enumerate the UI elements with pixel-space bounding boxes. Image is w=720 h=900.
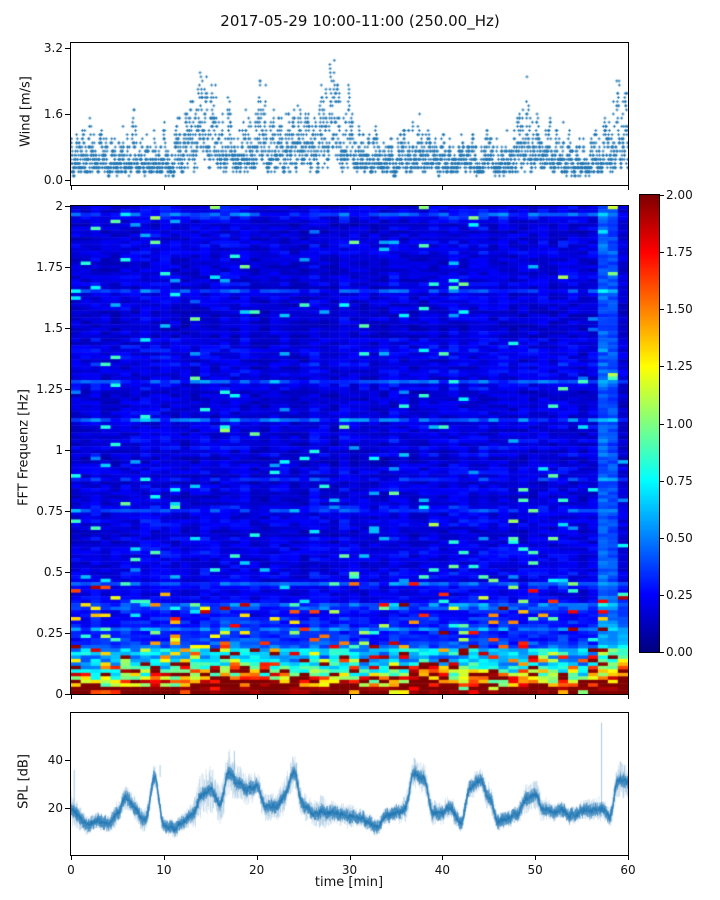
x-tick	[163, 186, 165, 190]
x-tick	[256, 856, 258, 860]
y-tick-label: 1.25	[36, 382, 63, 396]
colorbar-canvas	[640, 195, 659, 652]
x-tick-label: 40	[434, 863, 450, 877]
y-tick	[65, 389, 70, 390]
y-tick-label: 1.5	[43, 321, 63, 335]
colorbar-tick-label: 0.00	[666, 645, 693, 659]
colorbar-tick	[660, 594, 664, 596]
x-tick	[442, 695, 444, 699]
x-tick-label: 60	[620, 863, 636, 877]
x-tick	[535, 186, 537, 190]
x-axis-label: time [min]	[314, 875, 384, 890]
x-tick	[71, 186, 72, 190]
y-tick-label: 40	[47, 753, 63, 768]
x-tick-label: 20	[249, 863, 265, 877]
x-tick	[442, 856, 444, 860]
spl-line-canvas	[71, 713, 628, 855]
colorbar-tick-label: 0.50	[666, 530, 693, 545]
wind-scatter-canvas	[71, 43, 628, 185]
y-tick-label: 0.5	[43, 565, 63, 579]
x-tick	[535, 695, 537, 699]
x-tick	[71, 695, 72, 699]
figure-title: 2017-05-29 10:00-11:00 (250.00_Hz)	[220, 12, 500, 30]
y-tick-label: 0	[55, 687, 63, 701]
y-tick	[65, 328, 70, 329]
y-tick-label: 1	[55, 443, 63, 457]
x-tick	[535, 856, 537, 860]
spectrogram-canvas	[71, 206, 628, 694]
x-tick	[163, 856, 165, 860]
spectrogram-panel	[70, 205, 629, 695]
colorbar-tick-label: 0.75	[666, 473, 693, 488]
x-tick	[628, 856, 629, 860]
y-tick-label: 0.0	[43, 173, 63, 188]
x-tick	[628, 186, 629, 190]
colorbar-tick-label: 2.00	[666, 188, 693, 202]
wind-scatter-panel	[70, 42, 629, 186]
y-tick-label: 1.6	[43, 107, 63, 121]
y-tick	[65, 206, 70, 207]
x-tick	[256, 186, 258, 190]
spl-y-axis-label: SPL [dB]	[16, 754, 32, 809]
y-tick	[65, 807, 70, 809]
x-tick-label: 0	[67, 863, 75, 877]
colorbar-tick-label: 1.00	[666, 416, 693, 431]
x-tick	[163, 695, 165, 699]
x-tick	[349, 186, 351, 190]
x-tick	[71, 856, 72, 860]
colorbar-tick	[660, 195, 664, 196]
colorbar-tick-label: 1.50	[666, 302, 693, 317]
y-tick-label: 1.75	[36, 260, 63, 274]
y-tick	[65, 572, 70, 573]
y-tick	[65, 47, 70, 49]
y-tick	[65, 450, 70, 451]
spl-panel	[70, 712, 629, 856]
y-tick-label: 3.2	[43, 40, 63, 55]
y-tick	[65, 760, 70, 762]
x-tick-label: 10	[156, 863, 172, 877]
x-tick	[442, 186, 444, 190]
colorbar-tick	[660, 423, 664, 425]
colorbar-tick	[660, 480, 664, 482]
x-tick	[349, 856, 351, 860]
x-tick	[628, 695, 629, 699]
y-tick	[65, 267, 70, 268]
x-tick	[349, 695, 351, 699]
y-tick	[65, 114, 70, 115]
colorbar-tick-label: 1.25	[666, 359, 693, 374]
colorbar-tick-label: 0.25	[666, 587, 693, 602]
x-tick-label: 30	[341, 863, 358, 877]
colorbar-tick-label: 1.75	[666, 245, 693, 260]
colorbar-tick	[660, 652, 664, 653]
colorbar-tick	[660, 537, 664, 539]
y-tick-label: 0.75	[36, 504, 63, 518]
y-tick	[65, 633, 70, 634]
colorbar-tick	[660, 309, 664, 311]
y-tick	[65, 180, 70, 182]
y-tick	[65, 694, 70, 695]
y-tick-label: 20	[47, 800, 63, 815]
x-tick	[256, 695, 258, 699]
colorbar-tick	[660, 252, 664, 254]
x-tick-label: 50	[527, 863, 543, 877]
colorbar-tick	[660, 366, 664, 368]
y-tick	[65, 511, 70, 512]
y-tick-label: 2	[55, 199, 63, 213]
colorbar	[639, 194, 660, 653]
y-tick-label: 0.25	[36, 626, 63, 640]
